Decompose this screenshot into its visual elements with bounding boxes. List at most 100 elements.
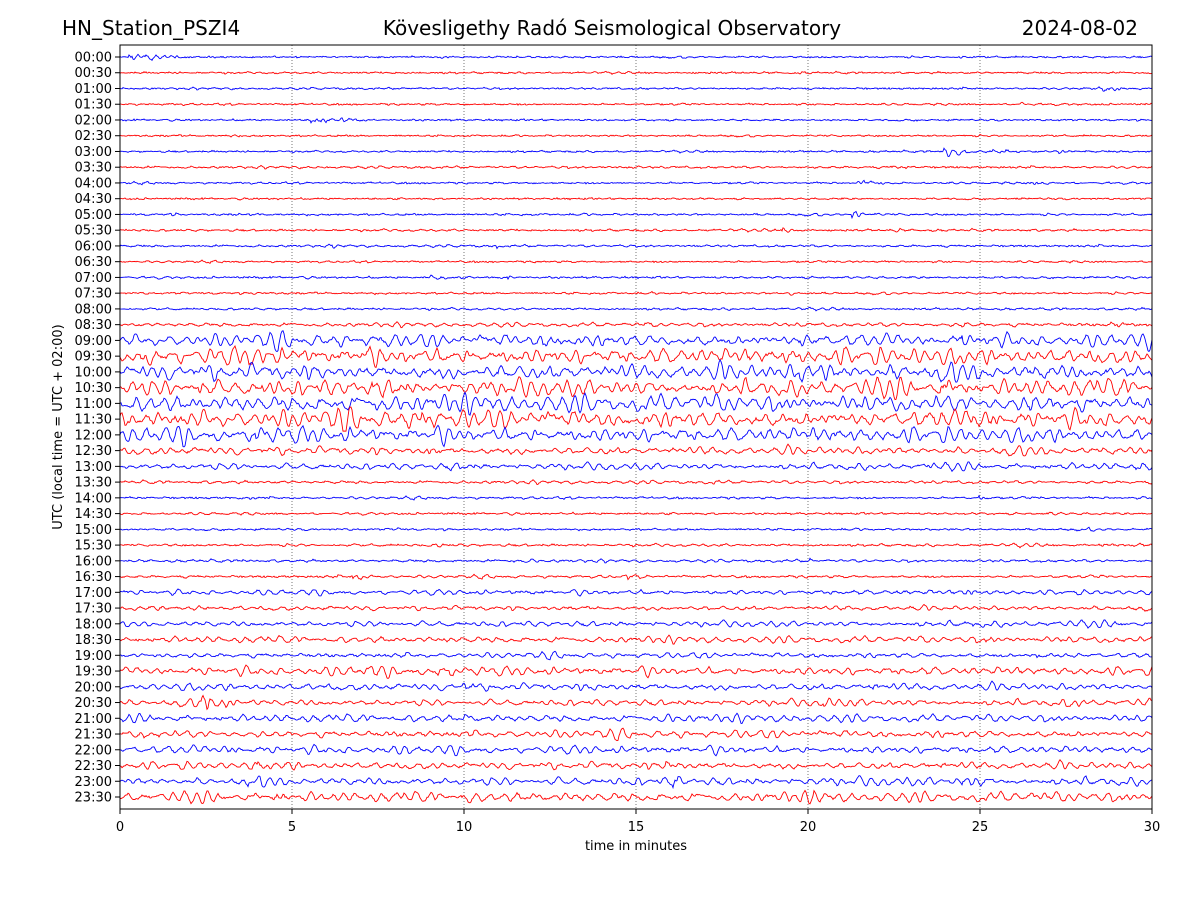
- trace-1000: [119, 358, 1153, 383]
- trace-1800: [119, 619, 1153, 629]
- y-tick-label: 18:30: [75, 633, 112, 648]
- x-tick-label: 30: [1144, 820, 1161, 835]
- trace-0930: [119, 344, 1153, 369]
- trace-1100: [119, 391, 1153, 416]
- trace-1200: [119, 424, 1153, 448]
- y-tick-label: 15:00: [75, 523, 112, 538]
- trace-0500: [119, 210, 1153, 220]
- trace-2100: [119, 712, 1153, 724]
- y-tick-label: 20:30: [75, 696, 112, 711]
- trace-0900: [119, 330, 1153, 353]
- y-tick-label: 04:00: [75, 176, 112, 191]
- trace-1300: [119, 461, 1153, 473]
- x-tick-label: 10: [456, 820, 473, 835]
- y-tick-label: 12:00: [75, 428, 112, 443]
- trace-1530: [119, 542, 1153, 549]
- x-tick-label: 0: [116, 820, 124, 835]
- y-tick-label: 04:30: [75, 192, 112, 207]
- y-tick-label: 16:00: [75, 554, 112, 569]
- y-tick-label: 06:30: [75, 255, 112, 270]
- trace-1330: [119, 479, 1153, 485]
- trace-1230: [119, 443, 1153, 457]
- chart-date: 2024-08-02: [1021, 16, 1138, 40]
- y-tick-label: 02:30: [75, 129, 112, 144]
- trace-0300: [119, 147, 1153, 158]
- trace-2030: [119, 694, 1153, 711]
- y-tick-label: 00:00: [75, 51, 112, 66]
- trace-1500: [119, 526, 1153, 532]
- trace-1430: [119, 511, 1153, 516]
- y-tick-label: 23:00: [75, 775, 112, 790]
- trace-0730: [119, 290, 1153, 296]
- y-tick-label: 15:30: [75, 539, 112, 554]
- y-tick-label: 10:30: [75, 381, 112, 396]
- y-tick-label: 18:00: [75, 617, 112, 632]
- y-tick-label: 16:30: [75, 570, 112, 585]
- trace-0700: [119, 274, 1153, 281]
- x-tick-label: 20: [800, 820, 817, 835]
- y-tick-label: 00:30: [75, 66, 112, 81]
- y-tick-label: 20:00: [75, 680, 112, 695]
- trace-0330: [119, 164, 1153, 170]
- y-tick-label: 22:00: [75, 743, 112, 758]
- chart-title: Kövesligethy Radó Seismological Observat…: [382, 16, 842, 40]
- trace-0630: [119, 259, 1153, 265]
- y-tick-label: 13:00: [75, 460, 112, 475]
- y-tick-label: 09:00: [75, 334, 112, 349]
- y-tick-label: 21:30: [75, 728, 112, 743]
- y-tick-label: 11:00: [75, 397, 112, 412]
- y-tick-label: 17:30: [75, 602, 112, 617]
- y-tick-label: 05:00: [75, 208, 112, 223]
- trace-0230: [119, 133, 1153, 138]
- y-tick-label: 07:00: [75, 271, 112, 286]
- y-axis-label: UTC (local time = UTC + 02:00): [51, 324, 66, 529]
- y-tick-label: 14:00: [75, 491, 112, 506]
- y-tick-label: 14:30: [75, 507, 112, 522]
- trace-1930: [119, 664, 1153, 679]
- trace-1730: [119, 603, 1153, 612]
- trace-1400: [119, 494, 1153, 501]
- trace-1830: [119, 634, 1153, 645]
- y-tick-label: 13:30: [75, 476, 112, 491]
- y-tick-label: 21:00: [75, 712, 112, 727]
- trace-2300: [119, 775, 1153, 790]
- y-tick-label: 01:30: [75, 98, 112, 113]
- trace-1700: [119, 588, 1153, 597]
- y-tick-label: 09:30: [75, 350, 112, 365]
- y-tick-label: 01:00: [75, 82, 112, 97]
- trace-2330: [119, 789, 1153, 805]
- trace-0030: [119, 70, 1153, 76]
- trace-1630: [119, 573, 1153, 581]
- trace-1600: [119, 557, 1153, 564]
- trace-2200: [119, 743, 1153, 757]
- trace-0530: [119, 227, 1153, 233]
- trace-0400: [119, 179, 1153, 186]
- y-tick-label: 19:00: [75, 649, 112, 664]
- trace-1900: [119, 650, 1153, 661]
- y-tick-label: 12:30: [75, 444, 112, 459]
- y-tick-label: 03:00: [75, 145, 112, 160]
- trace-2130: [119, 727, 1153, 742]
- trace-0800: [119, 306, 1153, 312]
- trace-2000: [119, 680, 1153, 692]
- y-tick-label: 11:30: [75, 413, 112, 428]
- x-axis-label: time in minutes: [585, 839, 687, 854]
- trace-0130: [119, 101, 1153, 107]
- trace-0430: [119, 196, 1153, 201]
- trace-0100: [119, 86, 1153, 92]
- trace-0600: [119, 243, 1153, 250]
- y-tick-label: 22:30: [75, 759, 112, 774]
- y-tick-label: 10:00: [75, 365, 112, 380]
- trace-1030: [119, 376, 1153, 401]
- trace-0000: [119, 53, 1153, 62]
- x-tick-label: 5: [288, 820, 296, 835]
- y-tick-label: 02:00: [75, 113, 112, 128]
- trace-1130: [119, 406, 1153, 432]
- y-tick-label: 07:30: [75, 287, 112, 302]
- trace-2230: [119, 759, 1153, 771]
- x-tick-label: 15: [628, 820, 645, 835]
- y-tick-label: 05:30: [75, 224, 112, 239]
- y-tick-label: 08:00: [75, 302, 112, 317]
- y-tick-label: 06:00: [75, 239, 112, 254]
